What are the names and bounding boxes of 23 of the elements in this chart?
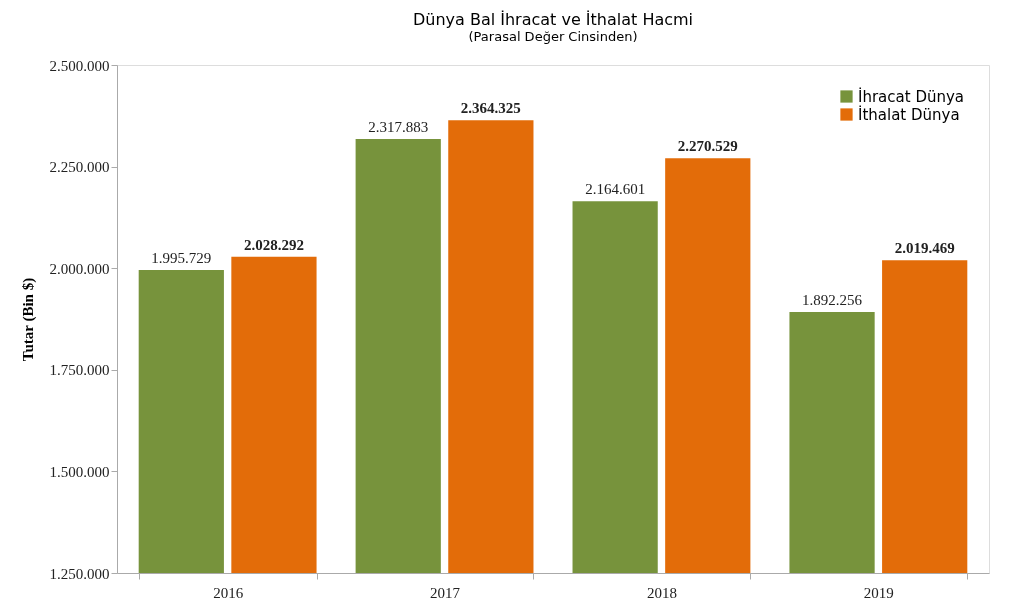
data-label: 1.892.256 xyxy=(802,291,863,308)
x-tick-label: 2017 xyxy=(430,584,461,601)
y-tick-label: 1.750.000 xyxy=(49,362,110,379)
data-label: 2.028.292 xyxy=(243,236,304,253)
data-label: 2.317.883 xyxy=(368,119,429,136)
x-tick-label: 2016 xyxy=(213,584,244,601)
data-label: 2.270.529 xyxy=(677,138,738,155)
legend-label: İthalat Dünya xyxy=(858,104,960,124)
data-label: 2.019.469 xyxy=(894,240,955,257)
data-label: 2.364.325 xyxy=(460,100,521,117)
x-tick-label: 2019 xyxy=(863,584,894,601)
y-axis-title: Tutar (Bin $) xyxy=(19,277,37,362)
y-tick-label: 2.250.000 xyxy=(49,159,110,176)
data-label: 2.164.601 xyxy=(585,181,646,198)
legend-label: İhracat Dünya xyxy=(858,86,965,106)
y-tick-label: 1.500.000 xyxy=(49,463,110,480)
chart-subtitle: (Parasal Değer Cinsinden) xyxy=(468,29,638,44)
data-label: 1.995.729 xyxy=(151,249,212,266)
chart-title: Dünya Bal İhracat ve İthalat Hacmi xyxy=(412,10,694,29)
x-tick-label: 2018 xyxy=(646,584,677,601)
y-tick-label: 1.250.000 xyxy=(49,565,110,582)
y-tick-label: 2.000.000 xyxy=(49,260,110,277)
y-tick-label: 2.500.000 xyxy=(49,57,110,74)
